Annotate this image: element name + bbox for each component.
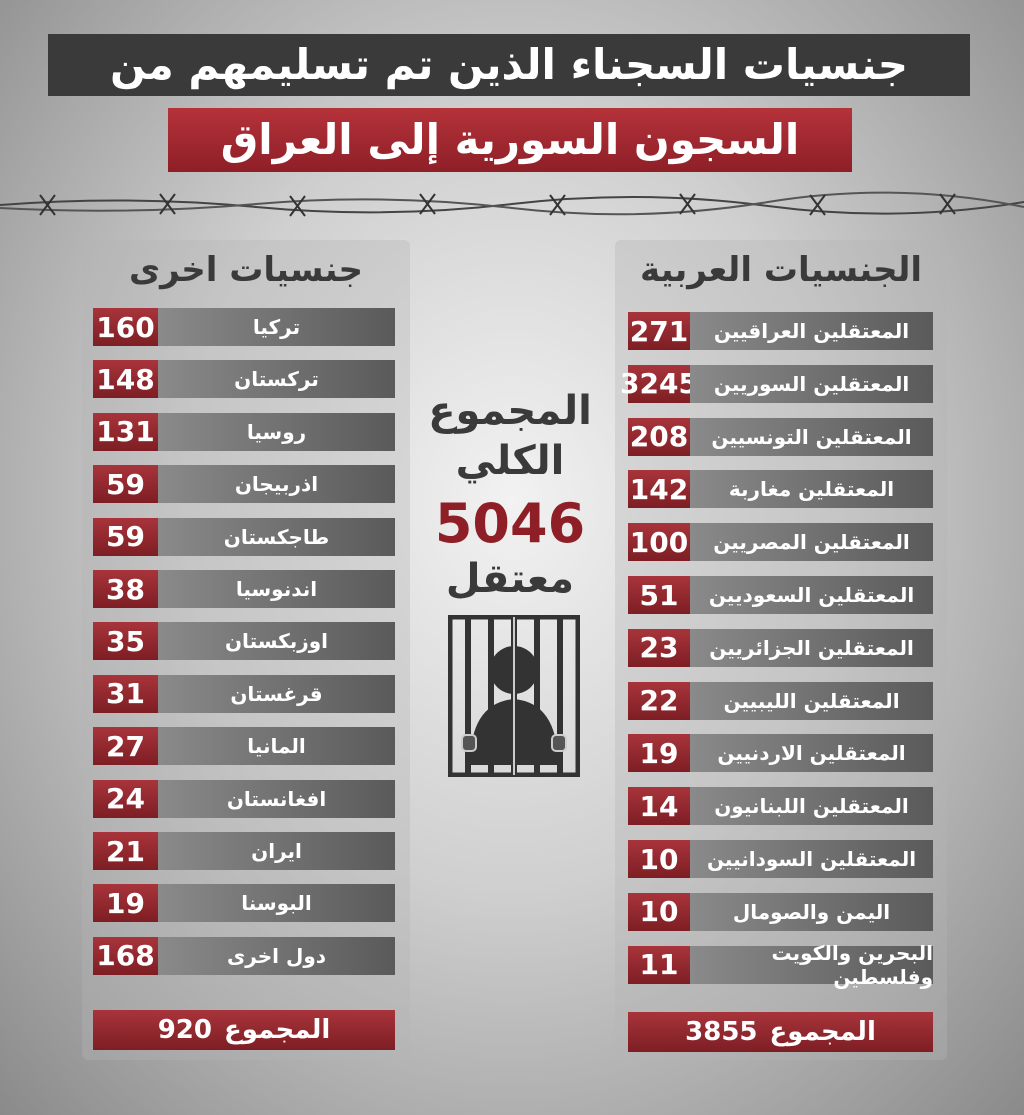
- table-row: 59 اذربيجان: [93, 465, 395, 504]
- nationality-label: اذربيجان: [158, 465, 395, 504]
- nationality-label: اندنوسيا: [158, 570, 395, 608]
- count-value: 21: [93, 832, 158, 870]
- table-row: 31 قرغستان: [93, 674, 395, 713]
- nationality-label: اوزبكستان: [158, 622, 395, 661]
- table-row: 51 المعتقلين السعوديين: [628, 576, 933, 614]
- count-value: 38: [93, 570, 158, 608]
- nationality-label: تركيا: [158, 308, 395, 346]
- nationality-label: طاجكستان: [158, 517, 395, 556]
- table-row: 100 المعتقلين المصريين: [628, 523, 933, 562]
- nationality-label: افغانستان: [158, 779, 395, 818]
- total-label: المجموع: [769, 1017, 876, 1047]
- table-row: 160 تركيا: [93, 308, 395, 346]
- nationality-label: روسيا: [158, 412, 395, 451]
- nationality-label: البوسنا: [158, 884, 395, 923]
- table-row: 208 المعتقلين التونسيين: [628, 417, 933, 456]
- table-row: 22 المعتقلين الليبيين: [628, 681, 933, 720]
- grand-total-value: 5046: [434, 492, 586, 555]
- nationality-label: المانيا: [158, 727, 395, 766]
- nationality-label: اليمن والصومال: [690, 892, 933, 931]
- table-row: 14 المعتقلين اللبنانيون: [628, 787, 933, 826]
- count-value: 271: [628, 312, 690, 350]
- count-value: 14: [628, 787, 690, 826]
- count-value: 19: [93, 884, 158, 923]
- total-value: 920: [157, 1015, 212, 1045]
- table-row: 3245 المعتقلين السوريين: [620, 364, 933, 403]
- nationality-label: المعتقلين المصريين: [690, 523, 933, 562]
- table-row: 19 البوسنا: [93, 884, 395, 923]
- barbed-wire-icon: [0, 191, 1024, 217]
- table-row: 148 تركستان: [93, 360, 395, 399]
- count-value: 59: [93, 517, 158, 556]
- count-value: 31: [93, 674, 158, 713]
- table-row: 10 المعتقلين السودانيين: [628, 840, 933, 878]
- grand-total-unit: معتقل: [445, 556, 575, 602]
- nationality-label: المعتقلين اللبنانيون: [690, 787, 933, 826]
- nationality-label: تركستان: [158, 360, 395, 399]
- nationality-label: دول اخرى: [158, 936, 395, 975]
- table-row: 59 طاجكستان: [93, 517, 395, 556]
- count-value: 168: [93, 936, 158, 975]
- other-heading: جنسيات اخرى: [128, 250, 364, 290]
- count-value: 19: [628, 734, 690, 773]
- count-value: 208: [628, 417, 690, 456]
- nationality-label: المعتقلين الجزائريين: [690, 628, 933, 667]
- total-value: 3855: [685, 1017, 758, 1047]
- table-row: 142 المعتقلين مغاربة: [628, 470, 933, 509]
- nationality-label: المعتقلين التونسيين: [690, 417, 933, 456]
- nationality-label: البحرين والكويت وفلسطين: [690, 941, 933, 989]
- prisoner-behind-bars-icon: [448, 615, 580, 777]
- count-value: 10: [628, 840, 690, 878]
- count-value: 142: [628, 470, 690, 509]
- table-row: 10 اليمن والصومال: [628, 892, 933, 931]
- table-row: 23 المعتقلين الجزائريين: [628, 628, 933, 667]
- grand-total-label-2: الكلي: [455, 438, 565, 484]
- table-row: 271 المعتقلين العراقيين: [628, 312, 933, 350]
- count-value: 51: [628, 576, 690, 614]
- count-value: 23: [628, 628, 690, 667]
- nationality-label: المعتقلين الاردنيين: [690, 734, 933, 773]
- count-value: 10: [628, 892, 690, 931]
- table-row: 21 ايران: [93, 832, 395, 870]
- count-value: 131: [93, 412, 158, 451]
- nationality-label: قرغستان: [158, 674, 395, 713]
- count-value: 100: [628, 523, 690, 562]
- other-total: المجموع 920: [93, 1010, 395, 1050]
- title-line-2: السجون السورية إلى العراق: [168, 108, 852, 172]
- count-value: 11: [628, 945, 690, 984]
- table-row: 131 روسيا: [93, 412, 395, 451]
- count-value: 24: [93, 779, 158, 818]
- table-row: 11 البحرين والكويت وفلسطين: [628, 941, 933, 989]
- nationality-label: المعتقلين السوريين: [690, 364, 933, 403]
- nationality-label: المعتقلين الليبيين: [690, 681, 933, 720]
- arab-heading: الجنسيات العربية: [639, 250, 923, 290]
- count-value: 160: [93, 308, 158, 346]
- count-value: 35: [93, 622, 158, 661]
- nationality-label: ايران: [158, 832, 395, 870]
- count-value: 59: [93, 465, 158, 504]
- nationality-label: المعتقلين مغاربة: [690, 470, 933, 509]
- table-row: 38 اندنوسيا: [93, 570, 395, 608]
- table-row: 35 اوزبكستان: [93, 622, 395, 661]
- table-row: 24 افغانستان: [93, 779, 395, 818]
- total-label: المجموع: [223, 1015, 331, 1045]
- table-row: 168 دول اخرى: [93, 936, 395, 975]
- nationality-label: المعتقلين العراقيين: [690, 312, 933, 350]
- title-line-1: جنسيات السجناء الذين تم تسليمهم من: [48, 34, 970, 96]
- grand-total-label: المجموع: [428, 388, 592, 434]
- count-value: 27: [93, 727, 158, 766]
- table-row: 19 المعتقلين الاردنيين: [628, 734, 933, 773]
- nationality-label: المعتقلين السودانيين: [690, 840, 933, 878]
- count-value: 22: [628, 681, 690, 720]
- nationality-label: المعتقلين السعوديين: [690, 576, 933, 614]
- count-value: 3245: [620, 364, 698, 403]
- table-row: 27 المانيا: [93, 727, 395, 766]
- count-value: 148: [93, 360, 158, 399]
- arab-total: المجموع 3855: [628, 1012, 933, 1052]
